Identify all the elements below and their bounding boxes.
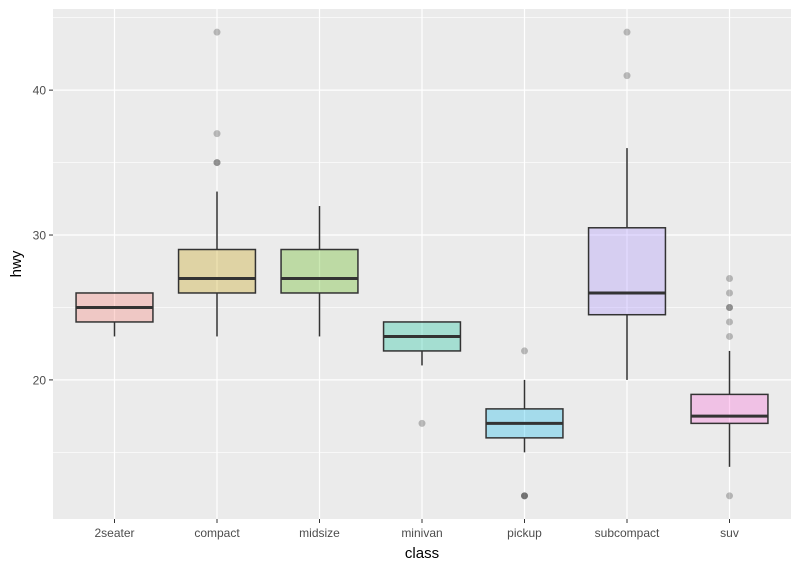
x-tick-label: pickup xyxy=(507,526,542,540)
x-tick-label: compact xyxy=(194,526,240,540)
outlier-point xyxy=(213,28,221,36)
x-tick-label: 2seater xyxy=(94,526,134,540)
box-subcompact xyxy=(587,227,667,316)
outlier-point xyxy=(418,419,426,427)
outlier-point xyxy=(726,274,733,282)
outlier-point xyxy=(521,492,528,500)
outlier-point xyxy=(213,130,221,138)
box-midsize xyxy=(280,248,359,294)
y-axis-title: hwy xyxy=(8,250,25,277)
outlier-point xyxy=(521,492,528,500)
y-tick-label: 30 xyxy=(33,229,47,243)
outlier-point xyxy=(726,492,733,500)
outlier-point xyxy=(726,303,733,311)
outlier-point xyxy=(726,303,733,311)
outlier-point xyxy=(726,332,733,340)
outlier-point xyxy=(213,159,221,167)
y-tick-label: 20 xyxy=(33,373,47,387)
outlier-point xyxy=(623,28,631,36)
boxes xyxy=(75,28,769,500)
x-tick-label: minivan xyxy=(401,526,442,540)
outlier-point xyxy=(623,72,631,80)
box-compact xyxy=(177,248,257,294)
box-suv xyxy=(690,393,769,425)
x-axis-title: class xyxy=(405,545,439,562)
outlier-point xyxy=(726,318,733,326)
x-tick-label: suv xyxy=(720,526,739,540)
outlier-point xyxy=(521,492,528,500)
outlier-point xyxy=(213,159,221,167)
axes: 20 30 40 2seater compact midsize minivan pickup… xyxy=(33,84,739,540)
x-tick-label: midsize xyxy=(299,526,340,540)
x-tick-label: subcompact xyxy=(595,526,660,540)
outlier-point xyxy=(726,289,733,297)
grid-lines xyxy=(53,9,791,519)
outlier-point xyxy=(521,347,528,355)
y-tick-label: 40 xyxy=(33,84,47,98)
